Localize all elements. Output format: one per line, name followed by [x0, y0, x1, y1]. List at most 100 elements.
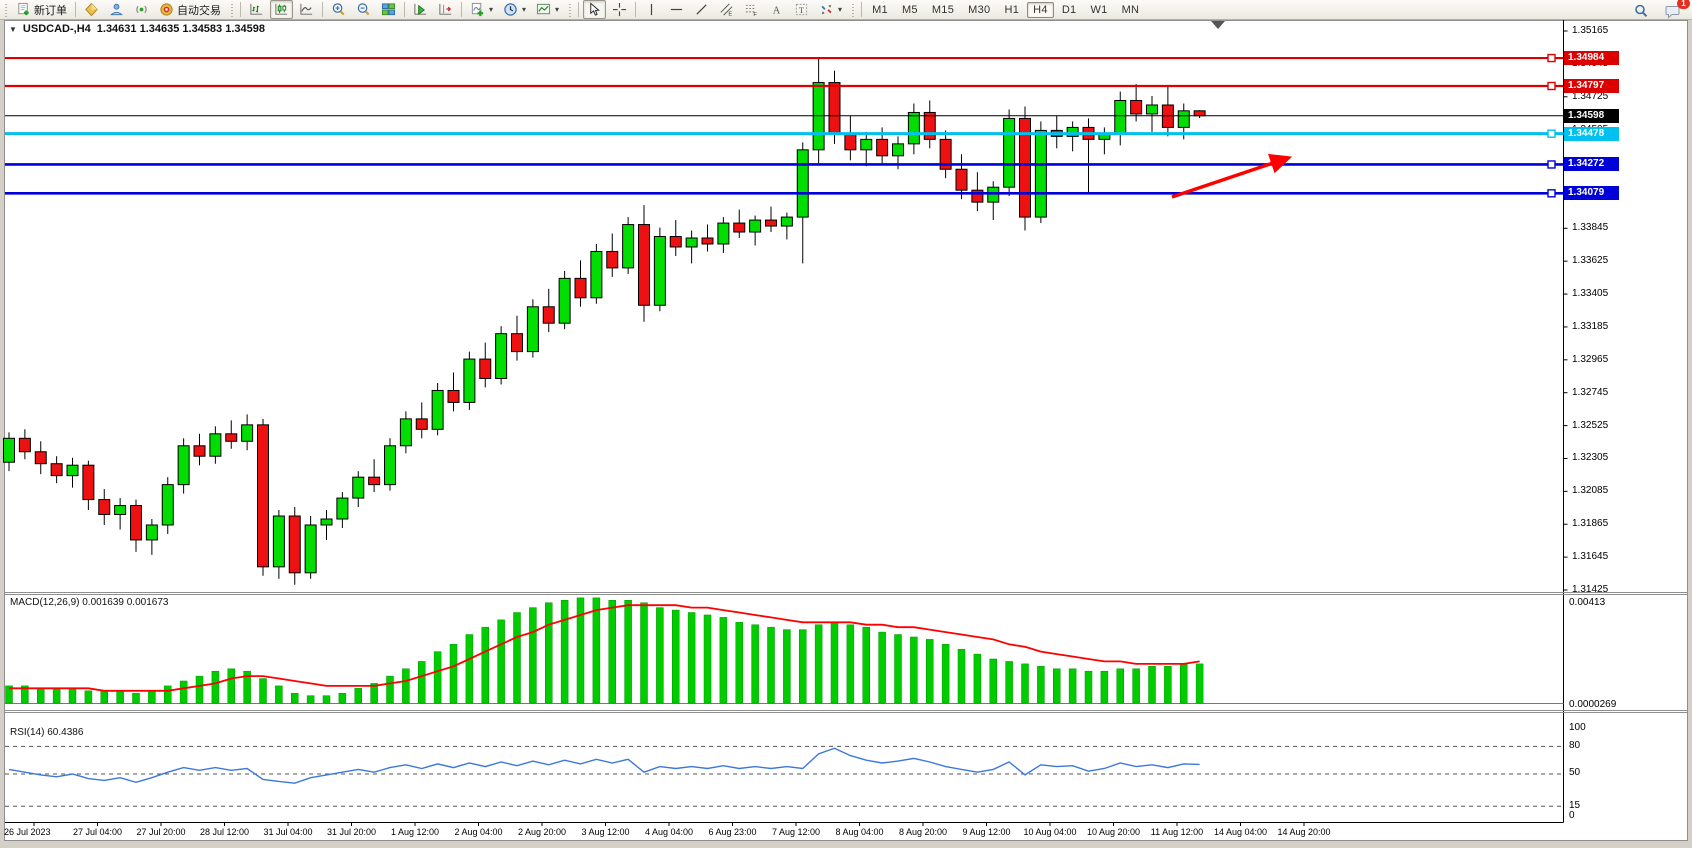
- pane-frames: [5, 20, 1687, 826]
- chart-title[interactable]: ▼ USDCAD-,H4 1.34631 1.34635 1.34583 1.3…: [9, 23, 265, 35]
- line-chart-button[interactable]: [295, 0, 318, 19]
- rsi-axis-label: 15: [1569, 800, 1581, 811]
- time-axis-label: 27 Jul 20:00: [136, 827, 186, 837]
- separator: [404, 2, 405, 17]
- horizontal-price-lines[interactable]: [5, 53, 1564, 198]
- bar-chart-button[interactable]: [245, 0, 268, 19]
- toolbar-grip[interactable]: [4, 2, 9, 17]
- price-line-label: 1.34984: [1564, 51, 1619, 66]
- auto-trading-label: 自动交易: [177, 4, 221, 17]
- price-axis-tick-label: 1.31865: [1572, 518, 1609, 530]
- line-chart-icon: [299, 2, 314, 17]
- chat-button[interactable]: 1: [1661, 0, 1690, 20]
- arrows-icon: [819, 2, 834, 17]
- signal-button[interactable]: [130, 0, 153, 19]
- add-indicator-button[interactable]: ▾: [466, 0, 497, 19]
- crosshair-button[interactable]: [608, 0, 631, 19]
- toolbar-right-group: 1: [1628, 0, 1690, 20]
- horizontal-line-button[interactable]: [665, 0, 688, 19]
- new-order-icon: [16, 2, 31, 17]
- template-button[interactable]: ▾: [532, 0, 563, 19]
- timeframe-button-w1[interactable]: W1: [1090, 3, 1108, 16]
- time-axis-label: 11 Aug 12:00: [1150, 827, 1204, 837]
- arrows-button[interactable]: ▾: [815, 0, 846, 19]
- separator: [322, 2, 323, 17]
- bid-price-label: 1.34598: [1564, 108, 1619, 123]
- vertical-line-button[interactable]: [640, 0, 663, 19]
- dropdown-caret: ▾: [522, 5, 527, 14]
- text-label-icon: T: [794, 2, 809, 17]
- text-button[interactable]: A: [765, 0, 788, 19]
- text-icon: A: [769, 2, 784, 17]
- timeframe-button-h4[interactable]: H4: [1027, 1, 1054, 18]
- time-axis-label: 31 Jul 04:00: [263, 827, 313, 837]
- price-line-label: 1.34478: [1564, 126, 1619, 141]
- strategy-tester-icon: [413, 2, 428, 17]
- timeframe-button-d1[interactable]: D1: [1061, 3, 1077, 16]
- new-order-button[interactable]: 新订单: [12, 0, 71, 19]
- toolbar-grip[interactable]: [230, 2, 235, 17]
- macd-axis-top-label: 0.00413: [1569, 597, 1606, 608]
- trendline-button[interactable]: [690, 0, 713, 19]
- time-axis-label: 6 Aug 23:00: [708, 827, 757, 837]
- price-axis-tick-label: 1.32525: [1572, 419, 1609, 431]
- dropdown-caret: ▾: [489, 5, 494, 14]
- zoom-in-button[interactable]: [327, 0, 350, 19]
- price-axis-tick-label: 1.31645: [1572, 551, 1609, 563]
- rsi-axis-label: 0: [1569, 810, 1575, 821]
- price-line-label: 1.34079: [1564, 186, 1619, 201]
- chart-title-dropdown-icon[interactable]: ▼: [9, 24, 17, 34]
- search-button[interactable]: [1629, 1, 1653, 20]
- price-axis-tick-label: 1.33845: [1572, 222, 1609, 234]
- price-axis-tick-label: 1.35165: [1572, 25, 1609, 36]
- zoom-out-button[interactable]: [352, 0, 375, 19]
- timeframe-button-m30[interactable]: M30: [968, 3, 991, 16]
- price-axis-tick-label: 1.33185: [1572, 320, 1609, 332]
- fibonacci-button[interactable]: F: [740, 0, 763, 19]
- equidistant-channel-button[interactable]: E: [715, 0, 738, 19]
- timeframe-button-h1[interactable]: H1: [1004, 3, 1020, 16]
- trendline-icon: [694, 2, 709, 17]
- time-axis-label: 28 Jul 12:00: [199, 827, 250, 837]
- candlestick-chart-icon: [274, 2, 289, 17]
- timeframe-button-m15[interactable]: M15: [931, 3, 955, 16]
- mql-market-button[interactable]: [80, 0, 103, 19]
- community-icon: [109, 2, 124, 17]
- text-label-button[interactable]: T: [790, 0, 813, 19]
- periods-icon: [503, 2, 518, 17]
- periods-button[interactable]: ▾: [499, 0, 530, 19]
- time-axis-label: 8 Aug 20:00: [898, 827, 948, 837]
- community-button[interactable]: [105, 0, 128, 19]
- cursor-button[interactable]: [583, 0, 607, 19]
- auto-trading-button[interactable]: 自动交易: [155, 0, 225, 19]
- dropdown-caret: ▾: [555, 5, 560, 14]
- strategy-tester-button[interactable]: [409, 0, 432, 19]
- add-indicator-icon: [470, 2, 485, 17]
- fibonacci-icon: F: [744, 2, 759, 17]
- svg-text:T: T: [799, 5, 804, 15]
- timeframe-group: M1 M5 M15 M30 H1 H4 D1 W1 MN: [865, 1, 1146, 18]
- separator: [861, 2, 863, 17]
- chart-shift-button[interactable]: [434, 0, 457, 19]
- time-axis-label: 31 Jul 20:00: [326, 827, 377, 837]
- tile-windows-button[interactable]: [377, 0, 400, 19]
- chart-window[interactable]: [4, 20, 1688, 841]
- candlestick-chart-button[interactable]: [270, 0, 293, 19]
- time-axis-label: 26 Jul 2023: [4, 827, 51, 837]
- rsi-pane-label: RSI(14) 60.4386: [10, 727, 84, 738]
- equidistant-channel-icon: E: [719, 2, 734, 17]
- toolbar-grip[interactable]: [851, 2, 857, 17]
- price-axis-tick-label: 1.32965: [1572, 353, 1609, 365]
- macd-axis-bottom-label: 0.0000269: [1569, 699, 1617, 710]
- price-axis-tick-label: 1.32085: [1572, 485, 1609, 497]
- rsi-axis-label: 100: [1569, 722, 1586, 733]
- price-line-label: 1.34797: [1564, 79, 1619, 93]
- toolbar-grip[interactable]: [568, 2, 574, 17]
- trend-arrow-annotation[interactable]: [1171, 153, 1293, 199]
- timeframe-button-m5[interactable]: M5: [901, 3, 918, 16]
- timeframe-button-m1[interactable]: M1: [872, 3, 888, 16]
- price-axis-tick-label: 1.33625: [1572, 255, 1609, 267]
- timeframe-button-mn[interactable]: MN: [1121, 3, 1140, 16]
- time-axis-label: 4 Aug 04:00: [644, 827, 694, 837]
